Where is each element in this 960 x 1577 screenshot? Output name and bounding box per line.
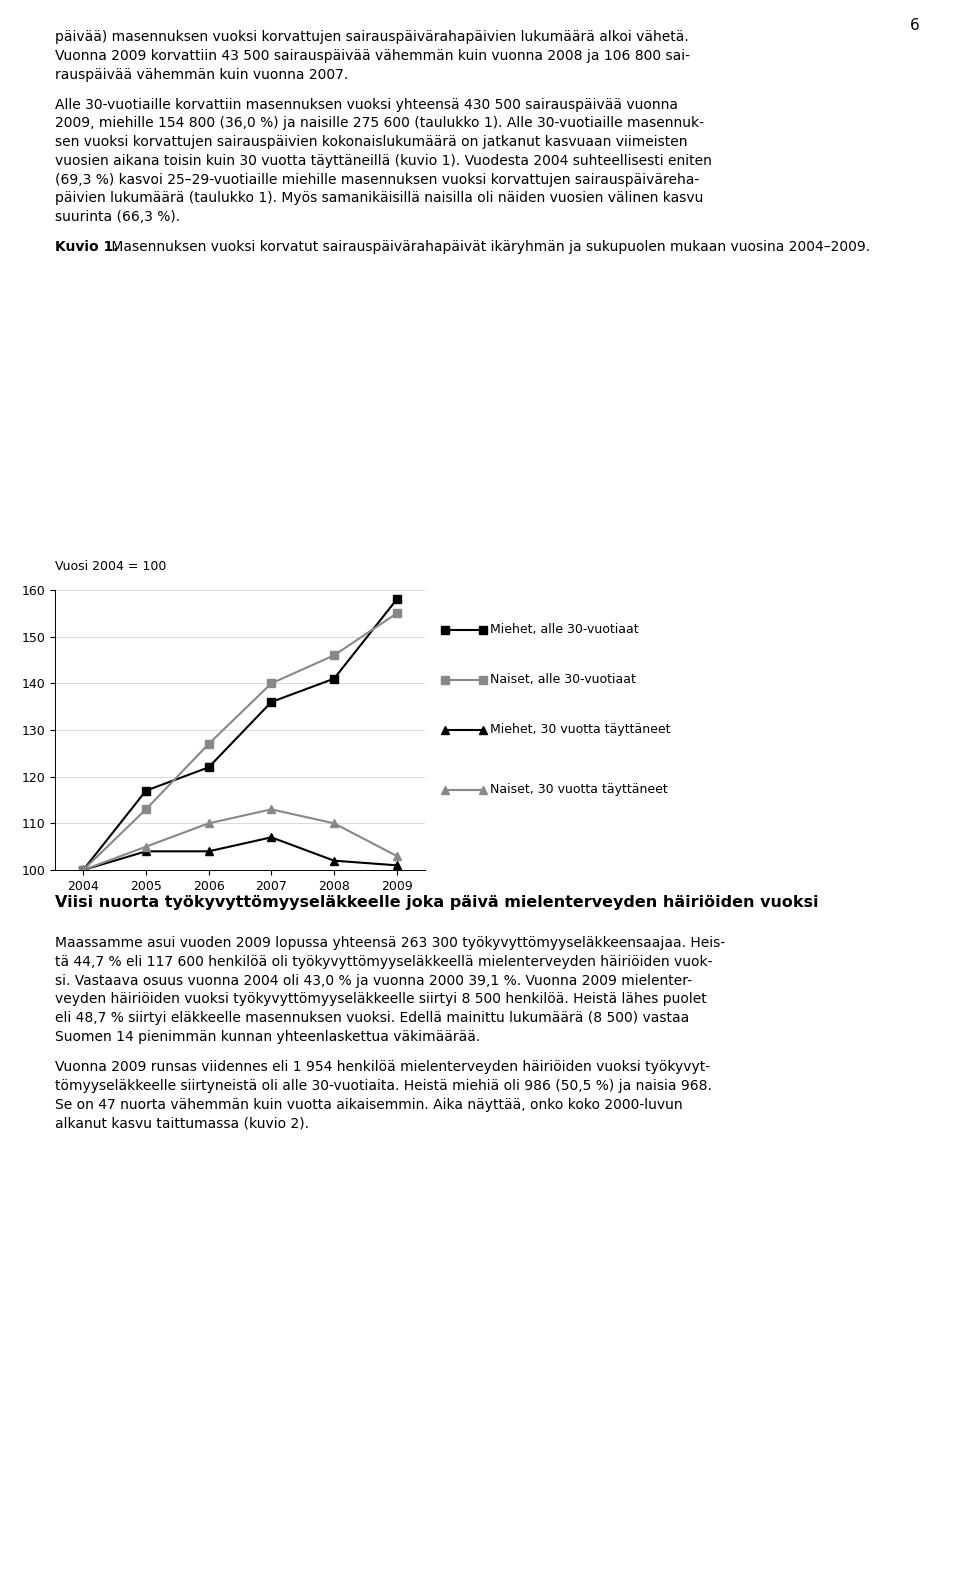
Text: Vuonna 2009 runsas viidennes eli 1 954 henkilöä mielenterveyden häiriöiden vuoks: Vuonna 2009 runsas viidennes eli 1 954 h… bbox=[55, 1060, 709, 1074]
Text: Alle 30-vuotiaille korvattiin masennuksen vuoksi yhteensä 430 500 sairauspäivää : Alle 30-vuotiaille korvattiin masennukse… bbox=[55, 98, 678, 112]
Text: Viisi nuorta työkyvyttömyyseläkkeelle joka päivä mielenterveyden häiriöiden vuok: Viisi nuorta työkyvyttömyyseläkkeelle jo… bbox=[55, 896, 818, 910]
Text: Se on 47 nuorta vähemmän kuin vuotta aikaisemmin. Aika näyttää, onko koko 2000-l: Se on 47 nuorta vähemmän kuin vuotta aik… bbox=[55, 1098, 683, 1112]
Text: Naiset, alle 30-vuotiaat: Naiset, alle 30-vuotiaat bbox=[490, 673, 636, 686]
Text: Suomen 14 pienimmän kunnan yhteenlaskettua väkimäärää.: Suomen 14 pienimmän kunnan yhteenlaskett… bbox=[55, 1030, 480, 1044]
Text: päivää) masennuksen vuoksi korvattujen sairauspäivärahapäivien lukumäärä alkoi v: päivää) masennuksen vuoksi korvattujen s… bbox=[55, 30, 688, 44]
Text: veyden häiriöiden vuoksi työkyvyttömyyseläkkeelle siirtyi 8 500 henkilöä. Heistä: veyden häiriöiden vuoksi työkyvyttömyyse… bbox=[55, 992, 707, 1006]
Text: eli 48,7 % siirtyi eläkkeelle masennuksen vuoksi. Edellä mainittu lukumäärä (8 5: eli 48,7 % siirtyi eläkkeelle masennukse… bbox=[55, 1011, 689, 1025]
Text: Maassamme asui vuoden 2009 lopussa yhteensä 263 300 työkyvyttömyyseläkkeensaajaa: Maassamme asui vuoden 2009 lopussa yhtee… bbox=[55, 937, 725, 951]
Text: päivien lukumäärä (taulukko 1). Myös samanikäisillä naisilla oli näiden vuosien : päivien lukumäärä (taulukko 1). Myös sam… bbox=[55, 191, 703, 205]
Text: si. Vastaava osuus vuonna 2004 oli 43,0 % ja vuonna 2000 39,1 %. Vuonna 2009 mie: si. Vastaava osuus vuonna 2004 oli 43,0 … bbox=[55, 973, 692, 987]
Text: Vuosi 2004 = 100: Vuosi 2004 = 100 bbox=[55, 560, 166, 572]
Text: alkanut kasvu taittumassa (kuvio 2).: alkanut kasvu taittumassa (kuvio 2). bbox=[55, 1117, 309, 1131]
Text: tömyyseläkkeelle siirtyneistä oli alle 30-vuotiaita. Heistä miehiä oli 986 (50,5: tömyyseläkkeelle siirtyneistä oli alle 3… bbox=[55, 1079, 711, 1093]
Text: Naiset, 30 vuotta täyttäneet: Naiset, 30 vuotta täyttäneet bbox=[490, 784, 668, 796]
Text: Miehet, 30 vuotta täyttäneet: Miehet, 30 vuotta täyttäneet bbox=[490, 724, 670, 736]
Text: vuosien aikana toisin kuin 30 vuotta täyttäneillä (kuvio 1). Vuodesta 2004 suhte: vuosien aikana toisin kuin 30 vuotta täy… bbox=[55, 153, 711, 167]
Text: tä 44,7 % eli 117 600 henkilöä oli työkyvyttömyyseläkkeellä mielenterveyden häir: tä 44,7 % eli 117 600 henkilöä oli työky… bbox=[55, 956, 712, 968]
Text: Masennuksen vuoksi korvatut sairauspäivärahapäivät ikäryhmän ja sukupuolen mukaa: Masennuksen vuoksi korvatut sairauspäivä… bbox=[107, 240, 870, 254]
Text: Miehet, alle 30-vuotiaat: Miehet, alle 30-vuotiaat bbox=[490, 623, 638, 637]
Text: 2009, miehille 154 800 (36,0 %) ja naisille 275 600 (taulukko 1). Alle 30-vuotia: 2009, miehille 154 800 (36,0 %) ja naisi… bbox=[55, 117, 704, 131]
Text: rauspäivää vähemmän kuin vuonna 2007.: rauspäivää vähemmän kuin vuonna 2007. bbox=[55, 68, 348, 82]
Text: Kuvio 1.: Kuvio 1. bbox=[55, 240, 118, 254]
Text: Vuonna 2009 korvattiin 43 500 sairauspäivää vähemmän kuin vuonna 2008 ja 106 800: Vuonna 2009 korvattiin 43 500 sairauspäi… bbox=[55, 49, 689, 63]
Text: sen vuoksi korvattujen sairauspäivien kokonaislukumäärä on jatkanut kasvuaan vii: sen vuoksi korvattujen sairauspäivien ko… bbox=[55, 136, 687, 148]
Text: 6: 6 bbox=[910, 17, 920, 33]
Text: suurinta (66,3 %).: suurinta (66,3 %). bbox=[55, 210, 180, 224]
Text: (69,3 %) kasvoi 25–29-vuotiaille miehille masennuksen vuoksi korvattujen sairaus: (69,3 %) kasvoi 25–29-vuotiaille miehill… bbox=[55, 172, 699, 186]
